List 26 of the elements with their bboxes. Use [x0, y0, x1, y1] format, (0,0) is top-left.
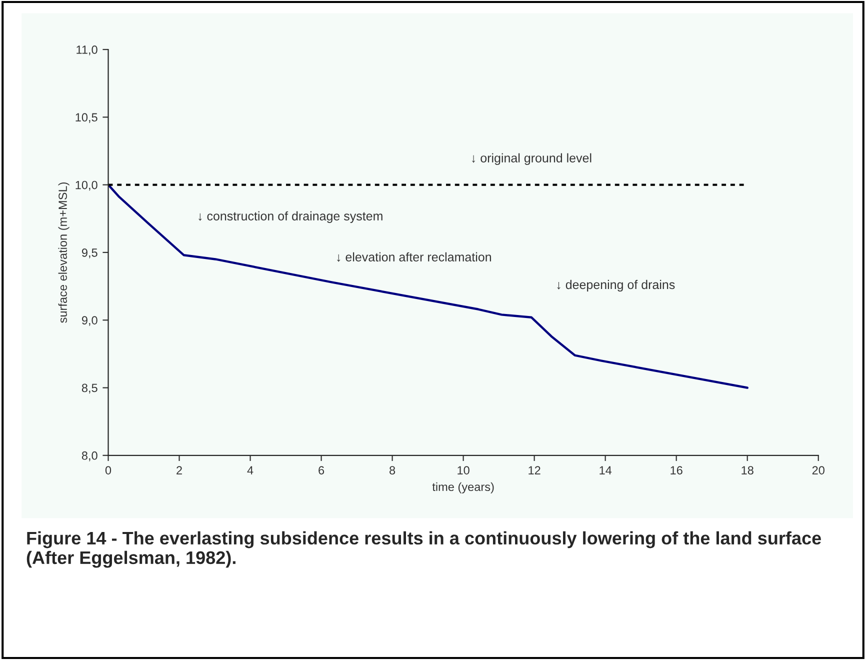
x-tick-label: 2	[176, 466, 182, 474]
y-axis-title: surface elevation (m+MSL)	[58, 182, 70, 323]
x-tick-label: 6	[318, 466, 324, 474]
x-tick-label: 12	[528, 466, 540, 474]
annotation: ↓ deepening of drains	[557, 280, 675, 292]
x-tick-label: 16	[670, 466, 682, 474]
x-tick-label: 14	[600, 466, 612, 474]
x-tick-label: 10	[458, 466, 470, 474]
x-tick-label: 8	[390, 466, 396, 474]
y-tick-label: 9,5	[82, 248, 98, 258]
annotation: ↓ original ground level	[472, 153, 592, 165]
line-series	[108, 184, 748, 389]
annotation: ↓ elevation after reclamation	[337, 252, 492, 262]
y-tick-label: 8,0	[82, 451, 98, 462]
annotation: ↓ construction of drainage system	[198, 211, 382, 223]
y-tick-label: 11,0	[76, 46, 98, 56]
y-tick-label: 8,5	[82, 384, 98, 394]
y-tick-label: 9,0	[82, 316, 98, 326]
x-tick-label: 20	[812, 466, 824, 474]
x-axis-title: time (years)	[432, 482, 494, 494]
x-tick-label: 4	[247, 466, 254, 474]
caption: Figure 14 - The everlasting subsidence results in a continuously lowering of the land surface (After Eggelsman, 1982).	[26, 531, 821, 568]
y-tick-label: 10,5	[76, 113, 98, 123]
y-tick-label: 10,0	[76, 180, 98, 191]
x-tick-label: 0	[105, 466, 112, 474]
x-tick-label: 18	[742, 466, 754, 474]
